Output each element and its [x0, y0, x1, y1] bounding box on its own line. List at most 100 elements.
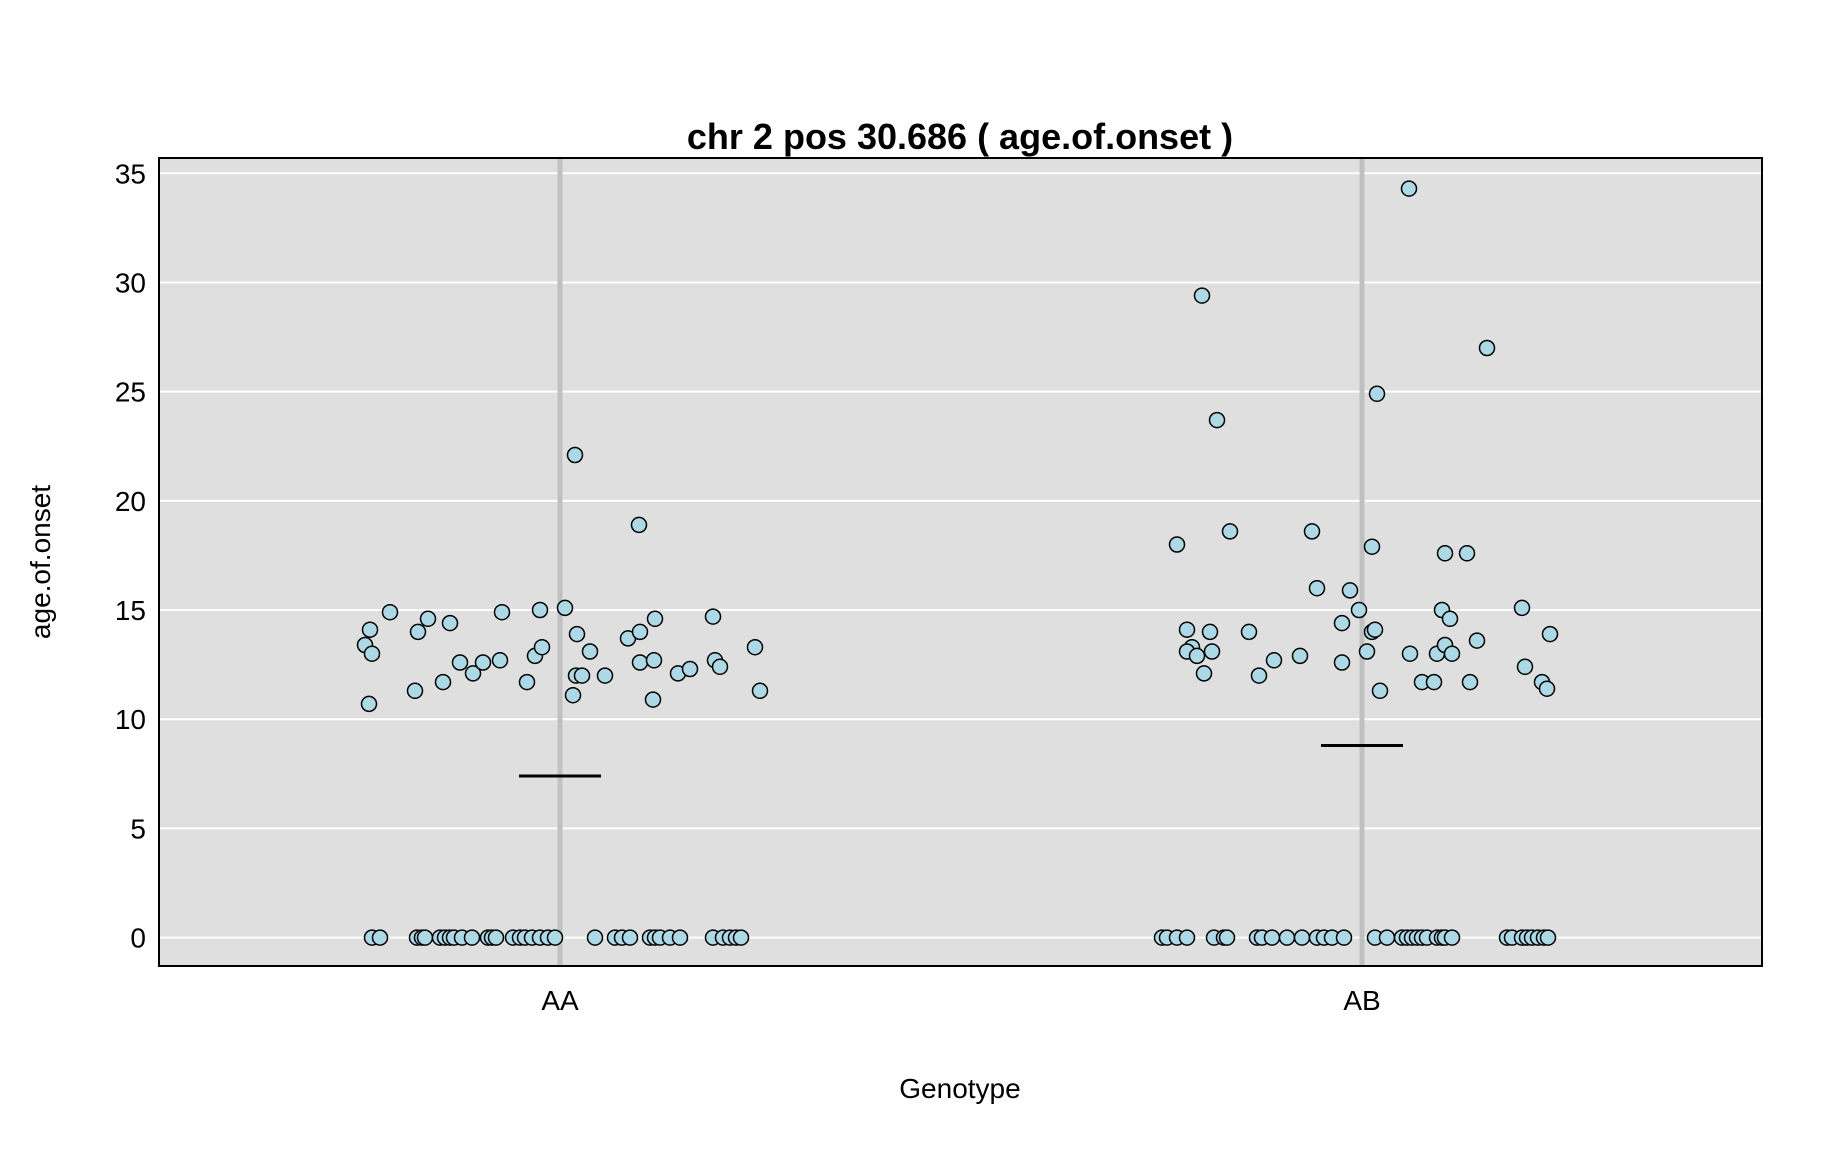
- data-points: [356, 180, 1559, 946]
- y-tick-label: 10: [115, 704, 146, 735]
- plot-border: [158, 157, 1763, 967]
- data-point: [491, 652, 509, 669]
- data-point: [1350, 601, 1368, 619]
- data-point: [644, 691, 662, 708]
- data-point: [518, 673, 536, 691]
- data-point: [1441, 610, 1459, 628]
- data-point: [1333, 614, 1351, 632]
- y-tick-label: 25: [115, 377, 146, 408]
- data-point: [1541, 625, 1559, 643]
- data-point: [1461, 673, 1479, 691]
- data-point: [533, 638, 551, 656]
- data-point: [1203, 643, 1221, 660]
- data-point: [681, 660, 699, 678]
- data-point: [487, 929, 505, 946]
- data-point: [371, 929, 389, 946]
- y-tick-labels: 0 5 10 15 20 25 30 35: [115, 158, 146, 953]
- data-point: [1208, 411, 1226, 429]
- data-point: [451, 654, 469, 671]
- data-point: [463, 929, 481, 946]
- y-axis-label: age.of.onset: [25, 485, 56, 639]
- data-point: [464, 665, 482, 682]
- data-point: [360, 695, 378, 713]
- data-point: [1443, 645, 1461, 662]
- data-point: [531, 601, 549, 619]
- data-point: [1443, 929, 1461, 946]
- data-point: [1400, 180, 1418, 197]
- x-tick-labels: AA AB: [541, 985, 1380, 1016]
- data-point: [1513, 599, 1531, 617]
- data-point: [1358, 643, 1376, 660]
- data-point: [1278, 929, 1296, 946]
- data-point: [732, 929, 750, 946]
- data-point: [493, 603, 511, 621]
- data-point: [1335, 929, 1353, 946]
- data-point: [419, 610, 437, 628]
- data-point: [1178, 929, 1196, 946]
- grid: [159, 172, 1762, 939]
- data-point: [1368, 385, 1386, 403]
- data-point: [704, 608, 722, 625]
- data-point: [406, 682, 424, 700]
- data-point: [1193, 287, 1211, 304]
- data-point: [1468, 632, 1486, 649]
- data-point: [409, 623, 427, 641]
- data-point: [573, 667, 591, 684]
- y-tick-label: 20: [115, 486, 146, 517]
- y-tick-label: 30: [115, 267, 146, 298]
- data-point: [1265, 652, 1283, 669]
- data-point: [581, 643, 599, 660]
- x-tick-label: AB: [1343, 985, 1380, 1016]
- data-point: [546, 929, 564, 946]
- data-point: [671, 929, 689, 946]
- data-point: [1250, 667, 1268, 684]
- plot-panel: [159, 158, 1762, 966]
- data-point: [1178, 621, 1196, 638]
- data-point: [1425, 673, 1443, 691]
- data-point: [1539, 929, 1557, 946]
- data-point: [1218, 929, 1236, 946]
- data-point: [1538, 680, 1556, 697]
- data-point: [416, 929, 434, 946]
- data-point: [1378, 929, 1396, 946]
- data-point: [1436, 545, 1454, 562]
- data-point: [1401, 645, 1419, 662]
- data-point: [1291, 647, 1309, 665]
- data-point: [751, 682, 769, 700]
- y-tick-label: 35: [115, 158, 146, 189]
- data-point: [1341, 582, 1359, 599]
- data-point: [646, 610, 664, 628]
- data-point: [1303, 523, 1321, 540]
- data-point: [441, 614, 459, 632]
- data-point: [1308, 579, 1326, 597]
- data-point: [1293, 929, 1311, 946]
- data-point: [1201, 623, 1219, 641]
- data-point: [711, 658, 729, 676]
- y-tick-label: 5: [130, 813, 146, 844]
- data-point: [1333, 654, 1351, 671]
- data-point: [1240, 623, 1258, 641]
- data-point: [1188, 647, 1206, 665]
- x-axis-label: Genotype: [899, 1073, 1020, 1104]
- data-point: [1371, 682, 1389, 700]
- data-point: [746, 638, 764, 656]
- data-point: [434, 673, 452, 691]
- data-point: [564, 686, 582, 704]
- data-point: [363, 645, 381, 662]
- data-point: [1168, 536, 1186, 553]
- data-point: [1195, 665, 1213, 682]
- data-point: [586, 929, 604, 946]
- data-point: [568, 625, 586, 643]
- data-point: [1366, 621, 1384, 638]
- data-point: [474, 654, 492, 671]
- data-point: [596, 667, 614, 684]
- category-lines: [557, 158, 1365, 966]
- data-point: [621, 929, 639, 946]
- data-point: [1478, 339, 1496, 357]
- data-point: [1363, 538, 1381, 555]
- data-point: [645, 652, 663, 669]
- data-point: [381, 603, 399, 621]
- data-point: [361, 621, 379, 638]
- mean-lines: [519, 743, 1403, 778]
